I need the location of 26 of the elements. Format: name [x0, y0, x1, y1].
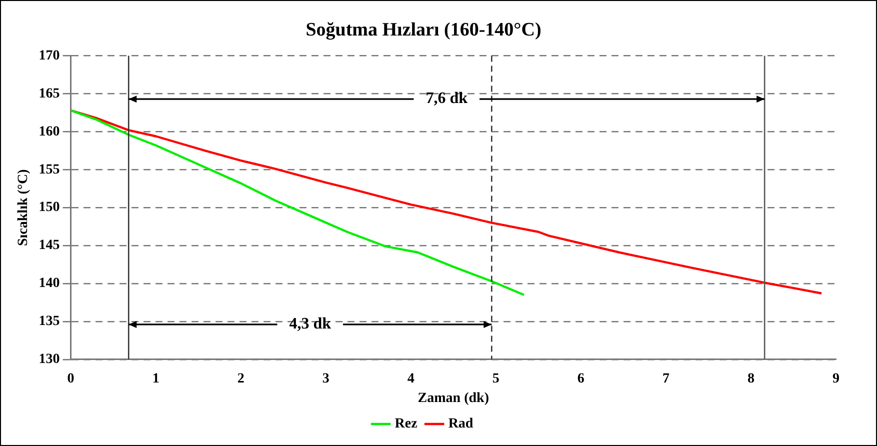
annotation: 4,3 dk [289, 316, 332, 333]
y-tick-label: 160 [38, 124, 60, 140]
y-tick-label: 155 [38, 162, 60, 178]
y-tick-label: 135 [38, 314, 60, 330]
x-tick-label: 1 [152, 371, 160, 386]
x-axis-title: Zaman (dk) [418, 391, 490, 406]
x-tick-label: 3 [322, 371, 330, 386]
annotation: 7,6 dk [426, 90, 468, 108]
x-tick-label: 2 [237, 371, 244, 386]
x-tick-label: 0 [67, 371, 74, 386]
chart-title: Soğutma Hızları (160-140°C) [306, 19, 542, 40]
x-tick-label: 8 [747, 371, 754, 386]
y-tick-label: 165 [38, 86, 60, 102]
y-tick-label: 140 [38, 276, 60, 292]
x-tick-label: 5 [492, 371, 500, 386]
legend-label: Rez [394, 416, 418, 432]
x-tick-label: 6 [577, 371, 584, 386]
y-tick-label: 170 [38, 48, 60, 64]
legend-label: Rad [448, 416, 474, 432]
x-tick-label: 7 [662, 371, 670, 386]
y-tick-label: 130 [38, 352, 60, 368]
x-tick-label: 9 [832, 371, 840, 386]
x-tick-label: 4 [407, 371, 414, 386]
y-tick-label: 150 [38, 200, 60, 216]
y-tick-label: 145 [38, 238, 60, 254]
y-axis-title: Sıcaklık (°C) [16, 168, 32, 246]
